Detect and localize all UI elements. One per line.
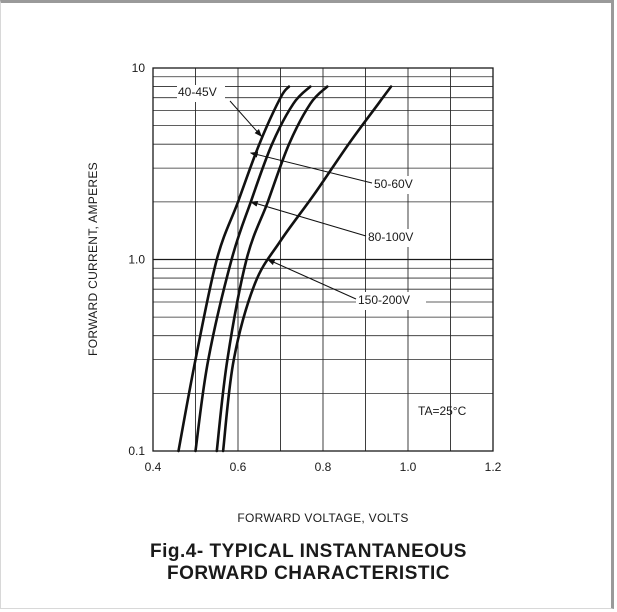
annotation-label-80-100V: 80-100V	[368, 230, 413, 244]
axis-labels: FORWARD VOLTAGE, VOLTS FORWARD CURRENT, A…	[86, 162, 408, 525]
annotation-arrow	[266, 259, 357, 300]
annotation-label-background	[356, 292, 426, 310]
x-tick-label: 1.2	[485, 460, 502, 474]
figure-caption-line-1: Fig.4- TYPICAL INSTANTANEOUS	[150, 541, 467, 562]
annotations: 40-45V 50-60V 80-100V 150-200V TA=25°C	[177, 85, 467, 418]
series-curves	[177, 85, 393, 453]
y-tick-label: 1.0	[128, 253, 145, 267]
annotation-arrow	[229, 100, 263, 138]
condition-label: TA=25°C	[418, 404, 467, 418]
x-tick-label: 1.0	[400, 460, 417, 474]
y-tick-label: 0.1	[128, 444, 145, 458]
annotation-label-background	[366, 229, 422, 247]
x-tick-label: 0.8	[315, 460, 332, 474]
tick-labels: 0.4 0.6 0.8 1.0 1.2 0.1 1.0 10	[128, 61, 501, 474]
annotation-arrow	[249, 151, 373, 184]
series-line-40-45V	[177, 85, 291, 453]
y-axis-label: FORWARD CURRENT, AMPERES	[86, 162, 100, 356]
plot-border	[152, 67, 494, 452]
grid-major	[153, 68, 493, 451]
annotation-label-background	[177, 85, 225, 102]
series-line-50-60V	[194, 85, 312, 453]
x-axis-label: FORWARD VOLTAGE, VOLTS	[237, 511, 408, 525]
annotation-label-150-200V: 150-200V	[358, 293, 410, 307]
y-tick-label: 10	[132, 61, 146, 75]
annotation-arrow	[249, 200, 367, 237]
x-tick-label: 0.6	[230, 460, 247, 474]
annotation-label-50-60V: 50-60V	[374, 177, 413, 191]
annotation-label-background	[372, 176, 416, 194]
figure-caption-line-2: FORWARD CHARACTERISTIC	[167, 563, 450, 584]
annotation-label-40-45V: 40-45V	[178, 85, 217, 99]
x-tick-label: 0.4	[145, 460, 162, 474]
series-line-150-200V	[221, 85, 393, 453]
series-line-80-100V	[215, 85, 329, 453]
